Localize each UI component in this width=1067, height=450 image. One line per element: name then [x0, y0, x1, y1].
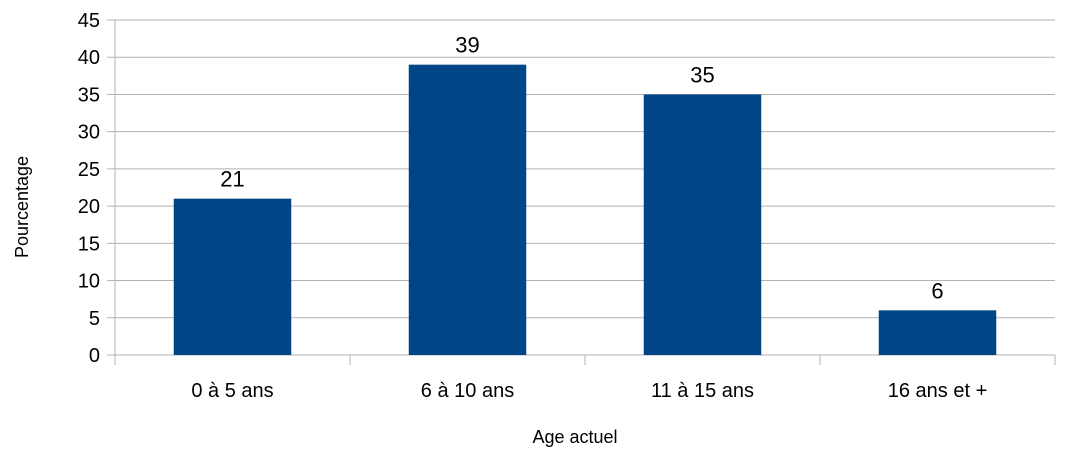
x-tick-label: 0 à 5 ans — [191, 380, 273, 402]
y-tick-label: 30 — [78, 122, 100, 144]
x-tick-label: 6 à 10 ans — [421, 380, 514, 402]
data-label: 6 — [931, 278, 943, 303]
bar — [643, 94, 762, 355]
y-tick-labels: 0 5 10 15 20 25 30 35 40 45 — [78, 10, 100, 367]
x-tick-label: 11 à 15 ans — [651, 380, 754, 402]
y-tick-label: 25 — [78, 159, 100, 181]
y-tick-label: 35 — [78, 84, 100, 106]
bar — [173, 198, 292, 355]
data-label: 39 — [455, 33, 479, 58]
y-tick-label: 0 — [89, 345, 100, 367]
y-tick-label: 20 — [78, 196, 100, 218]
y-tick-label: 5 — [89, 308, 100, 330]
y-tick-label: 15 — [78, 233, 100, 255]
x-axis-title: Age actuel — [532, 427, 617, 447]
x-tick-labels: 0 à 5 ans 6 à 10 ans 11 à 15 ans 16 ans et … — [191, 380, 987, 402]
y-tick-label: 40 — [78, 47, 100, 69]
bar — [878, 310, 997, 355]
y-tick-label: 45 — [78, 10, 100, 32]
y-axis-title: Pourcentage — [12, 156, 32, 258]
data-labels: 21 39 35 6 — [220, 33, 943, 304]
bar — [408, 64, 527, 356]
data-label: 21 — [220, 167, 244, 192]
x-tick-label: 16 ans et + — [888, 380, 988, 402]
bars — [173, 64, 997, 356]
axes — [107, 19, 1056, 365]
data-label: 35 — [690, 62, 714, 87]
y-tick-label: 10 — [78, 271, 100, 293]
